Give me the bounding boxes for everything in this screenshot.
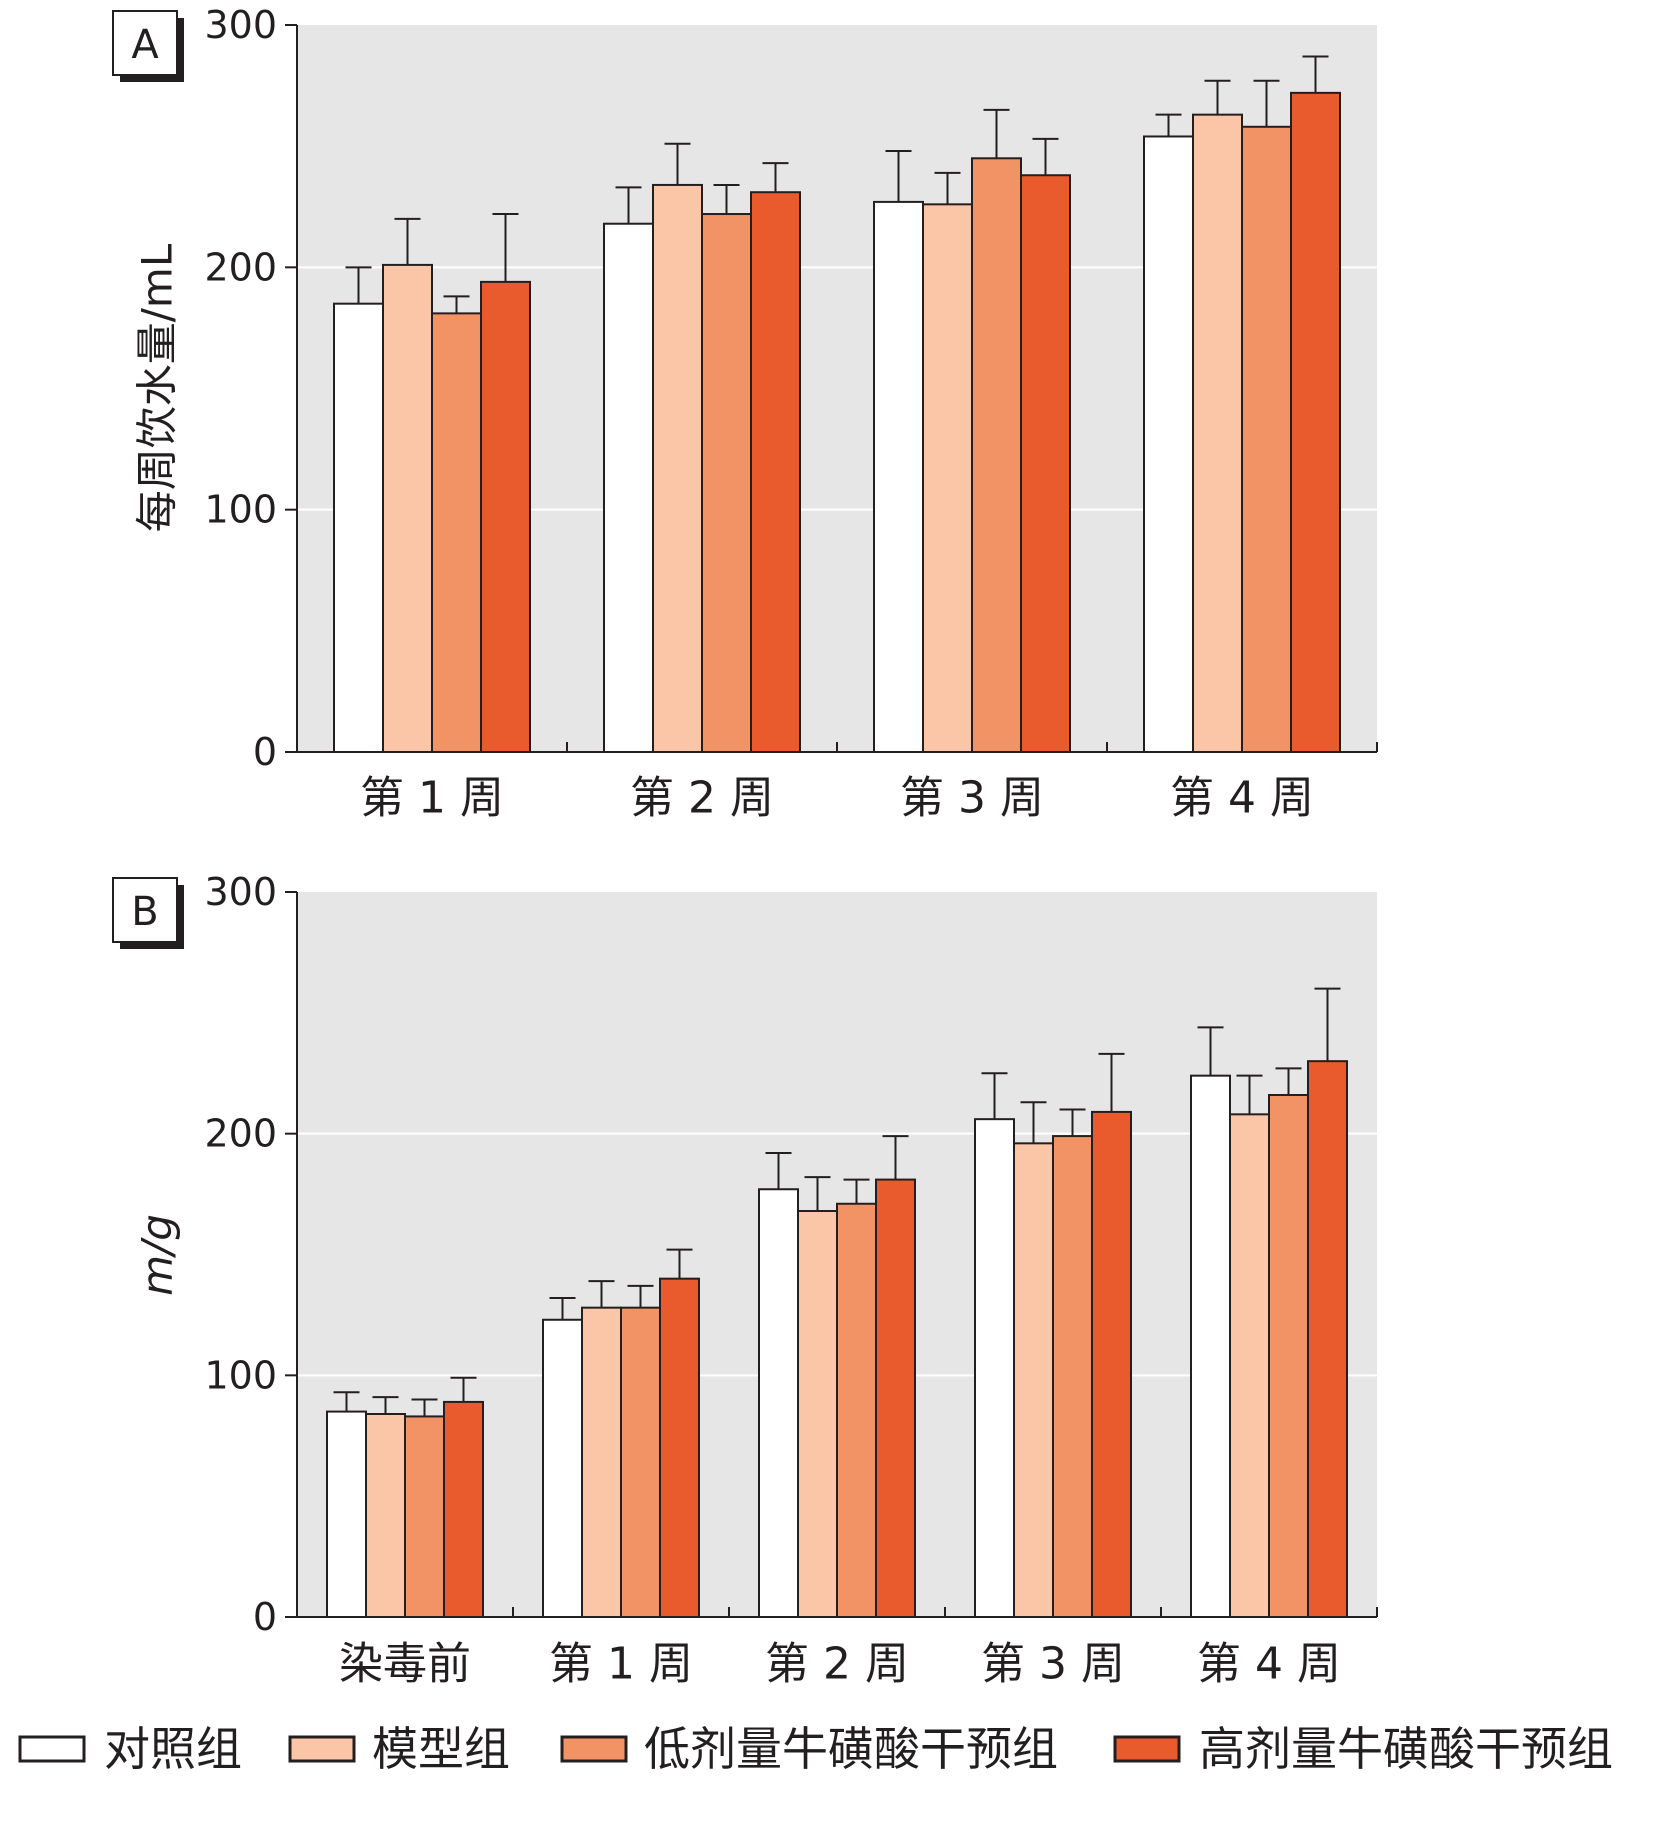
bar-model <box>652 183 703 753</box>
bar-high-dose <box>1307 1060 1348 1618</box>
legend-swatch-control <box>18 1735 86 1763</box>
y-tick-label: 0 <box>253 1595 277 1639</box>
bar-control <box>758 1188 799 1618</box>
bar-high-dose <box>443 1400 484 1618</box>
bar-model <box>581 1306 622 1618</box>
category-labels: 第 1 周 第 2 周 第 3 周 第 4 周 <box>360 773 1314 824</box>
bar-low-dose <box>701 213 752 753</box>
panel-label-b: B <box>112 877 184 949</box>
y-tick-labels: 0 100 200 300 <box>204 3 277 774</box>
bar-model <box>1229 1113 1270 1619</box>
panel-a: 0 100 200 300 第 1 周 第 2 周 第 3 周 第 4 周 每周饮水量/mL… <box>112 3 1378 824</box>
category-label: 第 2 周 <box>630 773 774 824</box>
bar-model <box>382 263 433 753</box>
legend: 对照组 模型组 低剂量牛磺酸干预组 高剂量牛磺酸干预组 <box>18 1722 1613 1776</box>
legend-label-low-dose: 低剂量牛磺酸干预组 <box>644 1722 1058 1776</box>
category-label: 第 3 周 <box>900 773 1044 824</box>
bar-model <box>922 203 973 753</box>
bar-control <box>326 1410 367 1619</box>
bar-low-dose <box>1268 1094 1309 1618</box>
bar-high-dose <box>875 1178 916 1619</box>
y-ticks <box>285 24 297 753</box>
bar-model <box>797 1210 838 1618</box>
x-ticks <box>512 1607 1378 1617</box>
legend-label-control: 对照组 <box>104 1722 242 1776</box>
y-tick-label: 200 <box>204 245 277 289</box>
y-tick-label: 200 <box>204 1112 277 1156</box>
bar-control <box>974 1118 1015 1618</box>
bar-high-dose <box>1290 91 1341 753</box>
legend-item-high-dose: 高剂量牛磺酸干预组 <box>1113 1722 1613 1776</box>
bar-high-dose <box>1020 174 1071 754</box>
category-label: 第 4 周 <box>1197 1639 1341 1690</box>
y-axis-title: m/g <box>133 1214 182 1296</box>
y-tick-label: 0 <box>253 730 277 774</box>
bar-low-dose <box>1052 1135 1093 1619</box>
legend-label-high-dose: 高剂量牛磺酸干预组 <box>1199 1722 1613 1776</box>
bar-high-dose <box>750 191 801 753</box>
bar-model <box>1192 113 1243 753</box>
bar-control <box>1190 1074 1231 1618</box>
bar-low-dose <box>1241 125 1292 753</box>
bar-control <box>542 1318 583 1618</box>
category-label: 第 3 周 <box>981 1639 1125 1690</box>
legend-swatch-low-dose <box>560 1735 628 1763</box>
category-labels: 染毒前 第 1 周 第 2 周 第 3 周 第 4 周 <box>339 1639 1341 1690</box>
legend-swatch-model <box>288 1735 356 1763</box>
legend-swatch-high-dose <box>1113 1735 1181 1763</box>
bar-control <box>603 222 654 754</box>
bar-high-dose <box>659 1277 700 1618</box>
y-axis-title: 每周饮水量/mL <box>133 243 182 532</box>
y-tick-label: 100 <box>204 488 277 532</box>
bars <box>333 55 1341 754</box>
bar-low-dose <box>620 1306 661 1618</box>
bar-low-dose <box>431 312 482 753</box>
category-label: 第 2 周 <box>765 1639 909 1690</box>
bar-high-dose <box>480 280 531 753</box>
category-label: 染毒前 <box>339 1639 471 1690</box>
panel-label-a: A <box>112 10 184 82</box>
legend-item-control: 对照组 <box>18 1722 242 1776</box>
bar-low-dose <box>971 157 1022 754</box>
legend-item-low-dose: 低剂量牛磺酸干预组 <box>560 1722 1058 1776</box>
category-label: 第 1 周 <box>549 1639 693 1690</box>
category-label: 第 1 周 <box>360 773 504 824</box>
panel-b: 0 100 200 300 染毒前 第 1 周 第 2 周 第 3 周 第 4 周 m/g B <box>112 870 1378 1690</box>
y-ticks <box>285 891 297 1618</box>
legend-label-model: 模型组 <box>372 1722 510 1776</box>
legend-item-model: 模型组 <box>288 1722 510 1776</box>
y-tick-label: 300 <box>204 3 277 47</box>
x-ticks <box>566 742 1378 752</box>
bar-low-dose <box>404 1415 445 1618</box>
panel-letter-a: A <box>131 22 159 68</box>
bar-control <box>1143 135 1194 753</box>
y-tick-labels: 0 100 200 300 <box>204 870 277 1639</box>
bar-high-dose <box>1091 1110 1132 1618</box>
y-tick-label: 100 <box>204 1353 277 1397</box>
panel-letter-b: B <box>131 889 158 935</box>
y-tick-label: 300 <box>204 870 277 914</box>
bar-control <box>333 302 384 753</box>
bars <box>326 987 1348 1619</box>
bar-model <box>365 1413 406 1618</box>
category-label: 第 4 周 <box>1170 773 1314 824</box>
bar-model <box>1013 1142 1054 1619</box>
bar-low-dose <box>836 1202 877 1618</box>
bar-control <box>873 200 924 754</box>
